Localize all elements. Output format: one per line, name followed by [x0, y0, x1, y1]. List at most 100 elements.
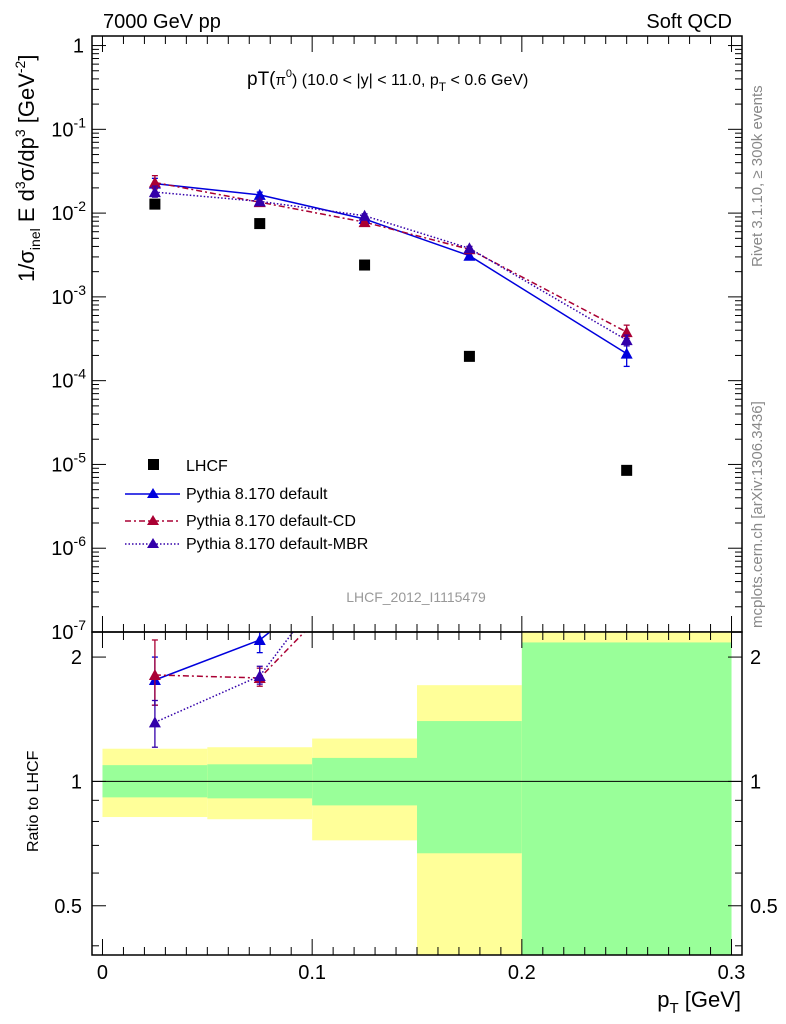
ratio-series-group: [148, 564, 371, 748]
lhcf-data-point: [359, 259, 371, 271]
main-y-tick-mantissa: 10: [51, 538, 73, 560]
plot-title-particle-charge: 0: [286, 68, 292, 80]
main-y-tick-label: 10-7: [51, 617, 86, 644]
ratio-band-inner: [417, 721, 522, 854]
main-y-tick-exponent: -7: [74, 617, 87, 633]
ratio-y-axis-label: Ratio to LHCF: [25, 750, 42, 852]
series-marker: [620, 334, 633, 346]
series-line-solid: [154, 182, 628, 355]
legend-label-mbr: Pythia 8.170 default-MBR: [186, 536, 368, 553]
main-panel: 110-110-210-310-410-510-610-7 pT(π0) (10…: [12, 35, 743, 644]
ratio-bands: [102, 632, 732, 955]
main-y-tick-mantissa: 10: [51, 371, 73, 393]
series-marker: [620, 347, 633, 359]
ratio-series-line: [154, 632, 306, 679]
main-y-tick-label: 10-5: [51, 449, 86, 476]
main-series: [148, 174, 633, 476]
lhcf-data-point: [254, 218, 266, 230]
main-y-tick-label: 1: [73, 36, 84, 58]
x-axis-label-sub: T: [669, 1000, 678, 1017]
ratio-series-line: [154, 632, 271, 681]
x-axis-label-unit: [GeV]: [679, 987, 741, 1012]
ylabel-part-0: 1/σ: [14, 250, 39, 282]
series-marker: [253, 195, 266, 207]
legend-label-cd: Pythia 8.170 default-CD: [186, 513, 356, 530]
main-y-tick-mantissa: 1: [73, 36, 84, 58]
ratio-y-tick-label-right: 2: [750, 647, 761, 669]
main-y-tick-exponent: -5: [74, 449, 87, 465]
x-axis-label-main: p: [657, 987, 669, 1012]
x-tick-label: 0.1: [298, 962, 326, 984]
main-y-tick-exponent: -3: [74, 282, 87, 298]
legend-label-lhcf: LHCF: [186, 458, 228, 475]
legend-label-default: Pythia 8.170 default: [186, 486, 328, 503]
ratio-marker: [148, 716, 161, 728]
series-marker: [463, 242, 476, 254]
plot-title-range: ) (10.0 < |y| < 11.0, p: [292, 72, 439, 89]
ratio-marker: [253, 669, 266, 681]
ratio-y-tick-label: 2: [71, 647, 82, 669]
x-tick-label: 0: [97, 962, 108, 984]
ratio-y-tick-label: 0.5: [54, 896, 82, 918]
main-y-tick-label: 10-1: [51, 114, 86, 141]
series-marker: [148, 186, 161, 198]
legend-marker-cd: [147, 515, 159, 525]
ylabel-part-1: inel: [27, 228, 43, 250]
ratio-marker: [253, 633, 266, 645]
x-axis-label: pT [GeV]: [657, 987, 741, 1017]
plot-title: pT(π0) (10.0 < |y| < 11.0, pT < 0.6 GeV): [247, 68, 528, 94]
main-y-tick-exponent: -6: [74, 533, 87, 549]
ylabel-part-4: σ/dp: [14, 137, 39, 181]
ylabel-part-2: E d: [14, 189, 39, 228]
x-tick-label: 0.2: [508, 962, 536, 984]
main-y-tick-mantissa: 10: [51, 119, 73, 141]
main-y-tick-label: 10-2: [51, 198, 86, 225]
main-y-tick-label: 10-6: [51, 533, 86, 560]
rivet-version-label: Rivet 3.1.10, ≥ 300k events: [749, 85, 766, 267]
legend-marker-mbr: [147, 538, 159, 548]
ratio-y-tick-label: 1: [71, 771, 82, 793]
lhcf-data-point: [621, 464, 633, 476]
header-energy-label: 7000 GeV pp: [103, 11, 221, 33]
plot-title-particle: π: [276, 72, 286, 89]
legend: LHCF Pythia 8.170 default Pythia 8.170 d…: [125, 458, 368, 553]
ratio-y-tick-label-right: 1: [750, 771, 761, 793]
main-ticks: 110-110-210-310-410-510-610-7: [51, 36, 742, 644]
main-y-tick-exponent: -1: [74, 114, 87, 130]
main-y-tick-exponent: -2: [74, 198, 87, 214]
main-y-tick-mantissa: 10: [51, 454, 73, 476]
series-marker: [620, 326, 633, 338]
main-y-tick-mantissa: 10: [51, 622, 73, 644]
main-y-tick-label: 10-3: [51, 282, 86, 309]
legend-marker-default: [147, 488, 159, 498]
plot-title-main: pT(: [247, 69, 276, 90]
series-line-dotted: [154, 191, 628, 341]
lhcf-data-point: [463, 350, 475, 362]
ratio-marker: [359, 564, 371, 575]
ratio-ticks: 0.5 0.5 1 1 2 2 0 0.1 0.2 0.3: [54, 632, 778, 984]
series-marker: [253, 188, 266, 200]
ratio-series: [148, 564, 371, 748]
mcplots-reference-label: mcplots.cern.ch [arXiv:1306.3436]: [749, 401, 766, 628]
ratio-y-tick-label-right: 0.5: [750, 896, 778, 918]
main-y-tick-mantissa: 10: [51, 203, 73, 225]
plot-title-range-sub: T: [439, 80, 447, 94]
main-y-tick-mantissa: 10: [51, 287, 73, 309]
lhcf-data-point: [149, 198, 161, 210]
ratio-marker: [148, 668, 161, 680]
series-marker: [148, 176, 161, 188]
series-marker: [358, 216, 371, 228]
legend-marker-lhcf: [148, 459, 159, 470]
x-tick-label: 0.3: [718, 962, 746, 984]
series-marker: [358, 209, 371, 221]
ylabel-part-3: 3: [12, 181, 28, 189]
main-y-tick-exponent: -4: [74, 366, 87, 382]
plot-title-end: < 0.6 GeV): [446, 72, 528, 89]
main-y-tick-label: 10-4: [51, 366, 86, 393]
ylabel-part-6: [GeV: [14, 73, 39, 130]
ratio-band-inner: [521, 642, 732, 955]
main-y-axis-label: 1/σinel E d3σ/dp3 [GeV-2]: [12, 55, 43, 282]
ylabel-part-8: ]: [14, 55, 39, 61]
ratio-panel: 0.5 0.5 1 1 2 2 0 0.1 0.2 0.3 Ratio to LHCF pT [G…: [25, 564, 778, 1017]
